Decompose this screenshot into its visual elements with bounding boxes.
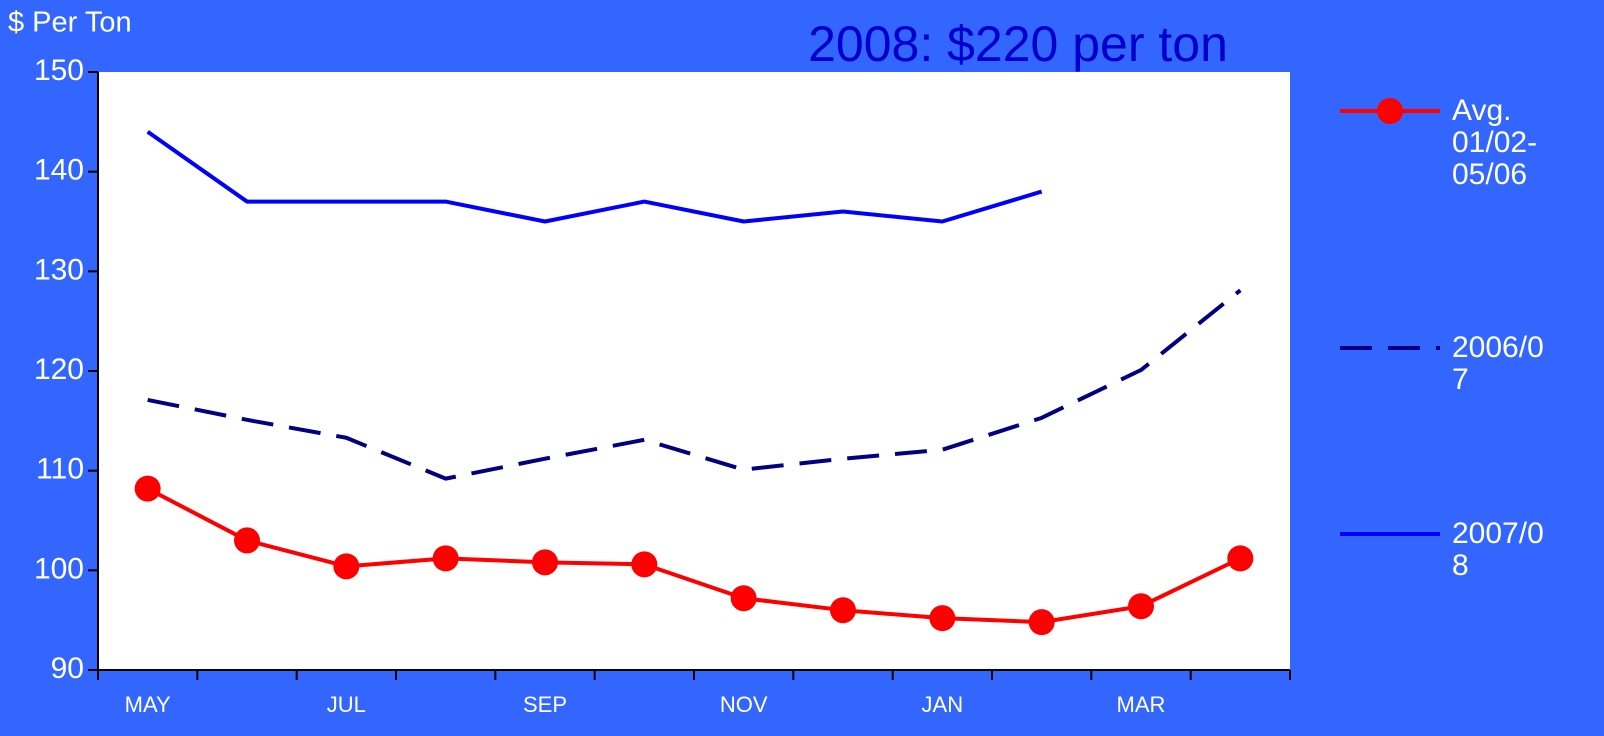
series-marker xyxy=(134,475,161,502)
series-marker xyxy=(1128,593,1154,620)
y-tick-label: 100 xyxy=(34,552,84,585)
y-tick-label: 130 xyxy=(34,253,84,286)
legend-label: Avg. 01/02-05/06 xyxy=(1452,94,1538,191)
y-tick-label: 90 xyxy=(51,652,84,685)
legend-marker xyxy=(1377,98,1403,124)
chart-title: 2008: $220 per ton xyxy=(808,16,1228,72)
series-marker xyxy=(1227,545,1254,572)
series-line xyxy=(147,288,1242,481)
series-marker xyxy=(631,551,658,578)
legend-label: 2007/08 xyxy=(1452,517,1544,582)
x-tick-label: NOV xyxy=(720,692,768,717)
series-marker xyxy=(234,527,260,554)
x-tick-label: MAR xyxy=(1117,692,1166,717)
series-marker xyxy=(929,605,956,632)
plot-area xyxy=(98,72,1290,670)
y-axis-label: $ Per Ton xyxy=(8,7,132,39)
y-tick-label: 140 xyxy=(34,154,84,187)
series-marker xyxy=(730,585,757,612)
x-tick-label: JUL xyxy=(327,692,366,717)
series-line xyxy=(146,486,1242,625)
legend-label: 2006/07 xyxy=(1452,331,1544,396)
y-tick-label: 110 xyxy=(36,453,84,486)
x-tick-label: SEP xyxy=(523,692,567,717)
y-tick-label: 150 xyxy=(34,54,84,87)
series-marker xyxy=(333,553,360,580)
series-marker xyxy=(532,549,558,576)
y-tick-label: 120 xyxy=(34,353,84,386)
x-tick-label: MAY xyxy=(125,692,171,717)
series-marker xyxy=(1028,609,1055,636)
series-marker xyxy=(432,545,459,572)
series-line xyxy=(146,130,1043,224)
x-tick-label: JAN xyxy=(922,692,964,717)
series-marker xyxy=(830,597,856,624)
